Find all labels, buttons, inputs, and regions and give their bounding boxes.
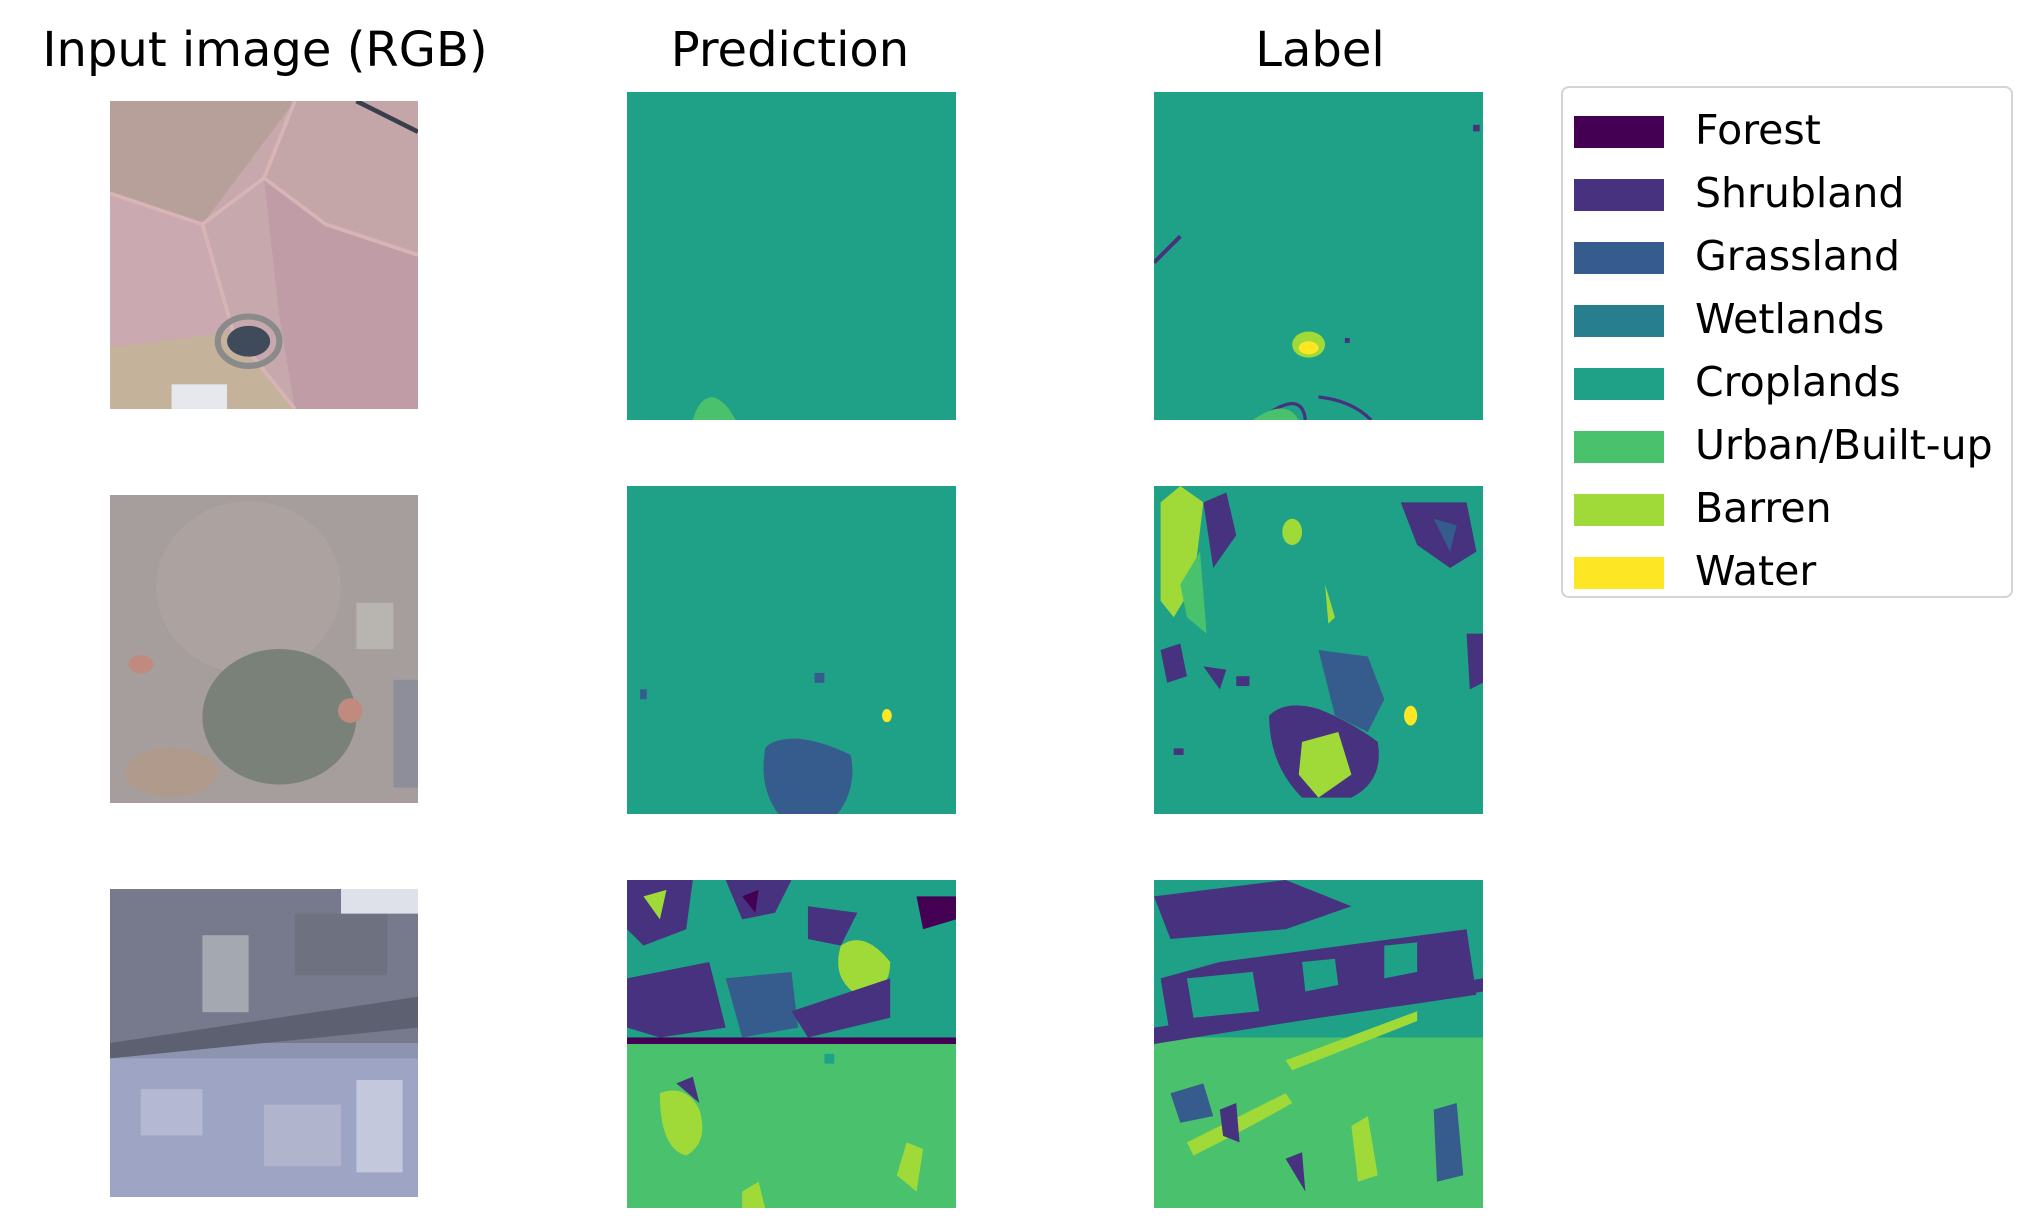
prediction-map-row-3	[627, 880, 956, 1208]
legend-swatch-grassland	[1574, 242, 1664, 274]
legend-label-urban-built-up: Urban/Built-up	[1695, 421, 1993, 469]
legend-item-wetlands: Wetlands	[1563, 289, 2011, 349]
column-title-label: Label	[1255, 22, 1385, 78]
legend-label-water: Water	[1695, 547, 1817, 595]
legend-label-grassland: Grassland	[1695, 232, 1900, 280]
prediction-map-row-1	[627, 92, 956, 420]
input-image-row-2	[110, 495, 418, 803]
prediction-map-row-2	[627, 486, 956, 814]
label-map-row-3	[1154, 880, 1483, 1208]
legend-item-shrubland: Shrubland	[1563, 163, 2011, 223]
legend-swatch-barren	[1574, 494, 1664, 526]
column-title-input: Input image (RGB)	[42, 22, 488, 78]
legend-item-forest: Forest	[1563, 100, 2011, 160]
input-image-row-3	[110, 889, 418, 1197]
legend-swatch-water	[1574, 557, 1664, 589]
legend-item-urban-built-up: Urban/Built-up	[1563, 415, 2011, 475]
legend-label-croplands: Croplands	[1695, 358, 1901, 406]
label-map-row-1	[1154, 92, 1483, 420]
legend-item-grassland: Grassland	[1563, 226, 2011, 286]
legend-item-barren: Barren	[1563, 478, 2011, 538]
legend-swatch-wetlands	[1574, 305, 1664, 337]
label-map-row-2	[1154, 486, 1483, 814]
legend-item-water: Water	[1563, 541, 2011, 601]
legend-swatch-croplands	[1574, 368, 1664, 400]
legend-label-wetlands: Wetlands	[1695, 295, 1885, 343]
legend-swatch-shrubland	[1574, 179, 1664, 211]
legend-label-barren: Barren	[1695, 484, 1832, 532]
legend-item-croplands: Croplands	[1563, 352, 2011, 412]
column-title-prediction: Prediction	[670, 22, 910, 78]
input-image-row-1	[110, 101, 418, 409]
legend: Forest Shrubland Grassland Wetlands Crop…	[1561, 86, 2013, 598]
legend-swatch-forest	[1574, 116, 1664, 148]
legend-swatch-urban-built-up	[1574, 431, 1664, 463]
legend-label-forest: Forest	[1695, 106, 1821, 154]
legend-label-shrubland: Shrubland	[1695, 169, 1905, 217]
